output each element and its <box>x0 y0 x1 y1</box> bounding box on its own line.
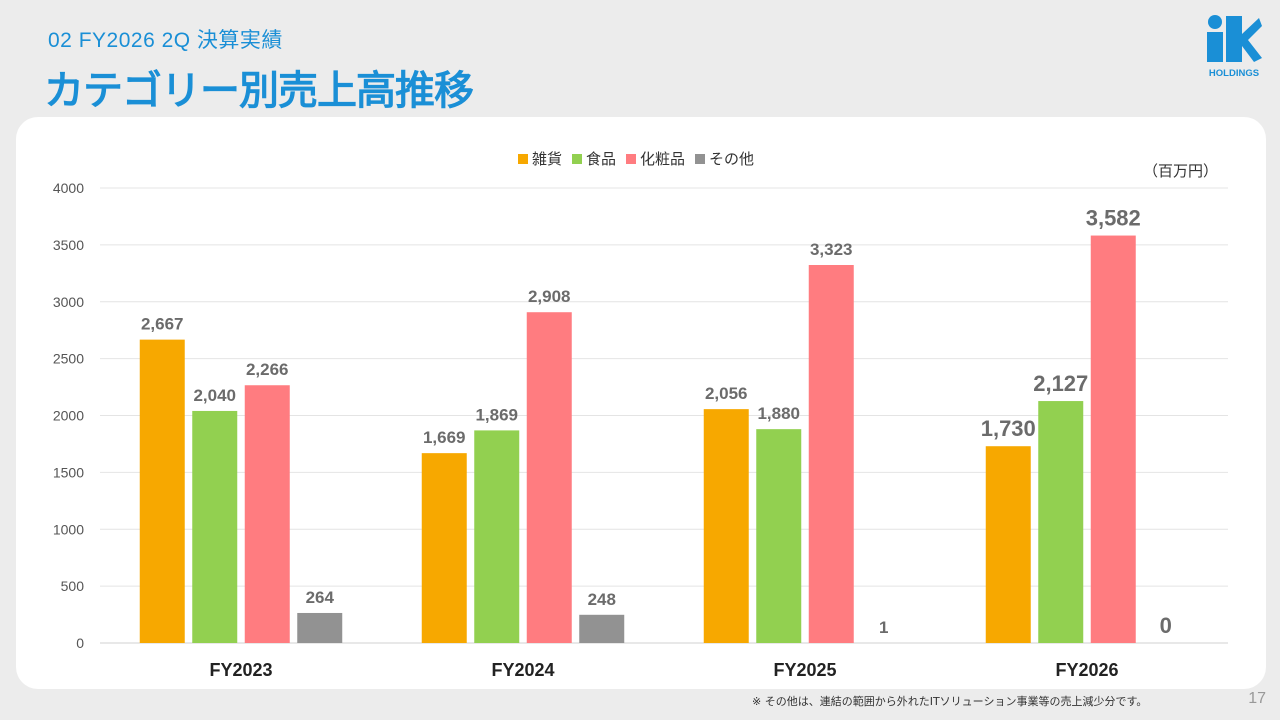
unit-label: （百万円） <box>1142 162 1218 180</box>
data-label: 2,127 <box>1033 371 1088 396</box>
data-label: 1,730 <box>981 416 1036 441</box>
legend-label: 雑貨 <box>532 150 563 168</box>
data-label: 264 <box>306 588 335 607</box>
legend-swatch <box>695 153 706 164</box>
page-number: 17 <box>1248 690 1266 707</box>
legend-item-zakka: 雑貨 <box>518 148 562 169</box>
data-label: 2,040 <box>193 386 236 405</box>
x-tick-label: FY2023 <box>209 660 272 680</box>
footnote: ※ その他は、連結の範囲から外れたITソリューション事業等の売上減少分です。 <box>752 695 1148 708</box>
data-label: 1 <box>879 618 888 637</box>
y-tick-label: 3500 <box>53 237 84 253</box>
data-label: 3,323 <box>810 240 853 259</box>
data-label: 3,582 <box>1086 206 1141 231</box>
bar <box>139 339 185 643</box>
data-label: 248 <box>588 590 616 609</box>
logo-text: HOLDINGS <box>1209 68 1259 79</box>
data-label: 2,667 <box>141 315 184 334</box>
page-subtitle: 02 FY2026 2Q 決算実績 <box>48 29 283 52</box>
legend-swatch <box>572 153 583 164</box>
bar <box>1090 235 1136 644</box>
bar <box>297 612 343 643</box>
legend-item-cosmetics: 化粧品 <box>626 148 685 169</box>
x-tick-label: FY2024 <box>491 660 554 680</box>
y-tick-label: 1000 <box>53 521 84 537</box>
y-tick-label: 0 <box>76 635 84 651</box>
legend-label: 食品 <box>586 150 617 168</box>
data-label: 2,908 <box>528 287 571 306</box>
data-label: 2,266 <box>246 360 289 379</box>
data-label: 1,880 <box>757 404 800 423</box>
bar <box>526 312 572 643</box>
bar <box>756 429 802 643</box>
bar <box>1038 401 1084 643</box>
x-tick-label: FY2026 <box>1055 660 1118 680</box>
y-tick-label: 3000 <box>53 294 84 310</box>
legend-label: 化粧品 <box>640 150 686 168</box>
y-tick-label: 500 <box>61 578 85 594</box>
data-label: 0 <box>1160 613 1172 638</box>
y-tick-label: 2500 <box>53 351 84 367</box>
y-tick-label: 4000 <box>53 180 84 196</box>
data-label: 1,669 <box>423 428 466 447</box>
bar <box>985 446 1031 643</box>
data-label: 2,056 <box>705 384 748 403</box>
bar <box>421 453 467 643</box>
page-title: カテゴリー別売上高推移 <box>44 68 474 114</box>
bar <box>474 430 520 643</box>
bar <box>579 614 625 643</box>
x-tick-label: FY2025 <box>773 660 836 680</box>
legend-swatch <box>626 153 637 164</box>
bar <box>192 410 238 643</box>
y-tick-label: 2000 <box>53 408 84 424</box>
y-tick-label: 1500 <box>53 464 84 480</box>
legend-swatch <box>518 153 528 164</box>
data-label: 1,869 <box>475 405 518 424</box>
company-logo: HOLDINGS <box>1204 14 1264 80</box>
bar <box>244 385 290 643</box>
legend-item-other: その他 <box>695 148 754 169</box>
legend-item-food: 食品 <box>572 148 616 169</box>
bar <box>808 265 854 643</box>
bar <box>703 409 749 643</box>
chart-legend: 雑貨 食品 化粧品 その他 <box>518 148 754 169</box>
legend-label: その他 <box>709 150 755 168</box>
